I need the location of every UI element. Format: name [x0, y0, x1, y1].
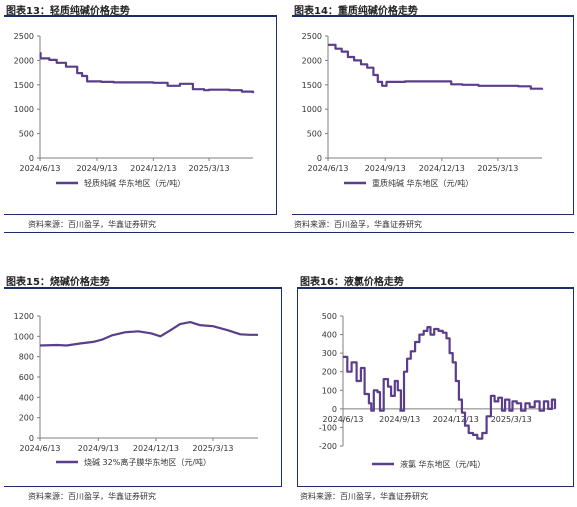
y-tick-label: 2500	[14, 32, 34, 41]
panel-14-bottom-rule	[292, 214, 574, 215]
y-tick-label: 2500	[302, 32, 322, 41]
panel-13-bottom-rule	[4, 214, 276, 215]
chart-title-13: 图表13：轻质纯碱价格走势	[6, 6, 130, 17]
chart-13-light-soda-ash: 0 500 1000 1500 2000 2500 2024/6/13 2024/9/13 20…	[14, 32, 255, 188]
x-tick-label: 2024/12/13	[433, 415, 479, 424]
panel-15-right-border	[281, 287, 282, 487]
x-tick-label: 2024/6/13	[322, 415, 363, 424]
x-tick-label: 2025/3/13	[491, 415, 532, 424]
panel-16-right-border	[573, 287, 574, 487]
x-tick-label: 2024/9/13	[76, 164, 117, 173]
panel-16-left-border	[297, 287, 298, 487]
source-note-14: 资料来源：百川盈孚，华鑫证券研究	[294, 220, 422, 229]
x-tick-label: 2024/9/13	[365, 164, 406, 173]
panel-13-top-rule	[4, 15, 276, 17]
x-tick-label: 2024/6/13	[19, 164, 60, 173]
panel-13-right-border	[276, 15, 277, 215]
y-tick-label: 300	[322, 349, 337, 358]
y-tick-label: 1000	[302, 105, 322, 114]
chart-16-liquid-chlorine: -200 -100 0 100 200 300 400 500 2024/6/13 2024/9/…	[319, 312, 557, 469]
y-tick-label: 400	[322, 331, 337, 340]
y-tick-label: 500	[307, 130, 322, 139]
chart-15-caustic-soda: 0 200 400 600 800 1000 1200 2024/6/13 2024/9/13 2…	[14, 312, 258, 467]
y-tick-label: 2000	[302, 56, 322, 65]
y-tick-label: 400	[19, 393, 34, 402]
x-tick-label: 2025/3/13	[477, 164, 518, 173]
x-tick-label: 2024/12/13	[133, 444, 179, 453]
y-tick-label: 600	[19, 373, 34, 382]
x-tick-label: 2024/9/13	[78, 444, 119, 453]
y-tick-label: 0	[29, 434, 34, 443]
x-tick-label: 2025/3/13	[192, 444, 233, 453]
source-note-13: 资料来源：百川盈孚，华鑫证券研究	[28, 220, 156, 229]
chart-title-16: 图表16：液氯价格走势	[300, 277, 404, 288]
y-tick-label: 500	[322, 312, 337, 321]
panel-14-top-rule	[292, 15, 574, 17]
panel-15-top-rule	[4, 287, 281, 289]
y-tick-label: 1000	[14, 105, 34, 114]
x-tick-label: 2024/6/13	[307, 164, 348, 173]
chart-title-15: 图表15：烧碱价格走势	[6, 277, 110, 288]
series-line	[328, 43, 544, 90]
y-tick-label: 500	[19, 130, 34, 139]
chart-14-heavy-soda-ash: 0 500 1000 1500 2000 2500 2024/6/13 2024/9/13 20…	[302, 32, 544, 188]
y-tick-label: 1500	[14, 81, 34, 90]
panel-14-right-border	[573, 15, 574, 215]
legend-label: 液氯 华东地区（元/吨）	[400, 459, 485, 469]
panel-15-bottom-rule	[4, 486, 281, 487]
y-tick-label: 1000	[14, 332, 34, 341]
y-tick-label: 200	[322, 368, 337, 377]
x-tick-label: 2024/6/13	[19, 444, 60, 453]
y-tick-label: 800	[19, 353, 34, 362]
y-tick-label: 1500	[302, 81, 322, 90]
chart-title-14: 图表14：重质纯碱价格走势	[294, 6, 418, 17]
top-row-divider	[4, 232, 574, 233]
legend-label: 轻质纯碱 华东地区（元/吨）	[84, 178, 185, 188]
y-tick-label: 1200	[14, 312, 34, 321]
series-line	[39, 321, 258, 347]
x-tick-label: 2024/12/13	[419, 164, 465, 173]
x-tick-label: 2025/3/13	[189, 164, 230, 173]
y-tick-label: 2000	[14, 56, 34, 65]
source-note-16: 资料来源：百川盈孚，华鑫证券研究	[300, 492, 428, 501]
y-tick-label: -100	[319, 423, 337, 432]
x-tick-label: 2024/12/13	[130, 164, 176, 173]
x-tick-label: 2024/9/13	[379, 415, 420, 424]
y-tick-label: 100	[322, 386, 337, 395]
series-line	[39, 52, 255, 94]
y-tick-label: 0	[29, 154, 34, 163]
legend-label: 烧碱 32%离子膜华东地区（元/吨）	[84, 457, 211, 467]
series-line	[343, 326, 557, 440]
y-tick-label: 0	[332, 405, 337, 414]
y-tick-label: -200	[319, 442, 337, 451]
panel-16-top-rule	[297, 287, 574, 289]
legend-label: 重质纯碱 华东地区（元/吨）	[372, 178, 473, 188]
y-tick-label: 200	[19, 414, 34, 423]
panel-16-bottom-rule	[297, 486, 574, 487]
source-note-15: 资料来源：百川盈孚，华鑫证券研究	[28, 492, 156, 501]
y-tick-label: 0	[317, 154, 322, 163]
